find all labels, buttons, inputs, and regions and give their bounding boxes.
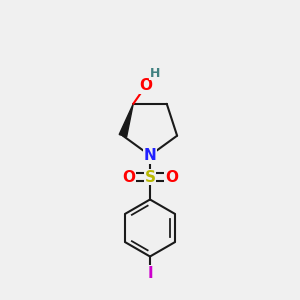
Text: O: O <box>122 169 135 184</box>
Text: O: O <box>165 169 178 184</box>
Text: I: I <box>147 266 153 280</box>
Text: S: S <box>145 169 155 184</box>
Text: H: H <box>150 67 160 80</box>
Polygon shape <box>119 104 133 137</box>
Text: N: N <box>144 148 156 163</box>
Text: O: O <box>140 78 153 93</box>
